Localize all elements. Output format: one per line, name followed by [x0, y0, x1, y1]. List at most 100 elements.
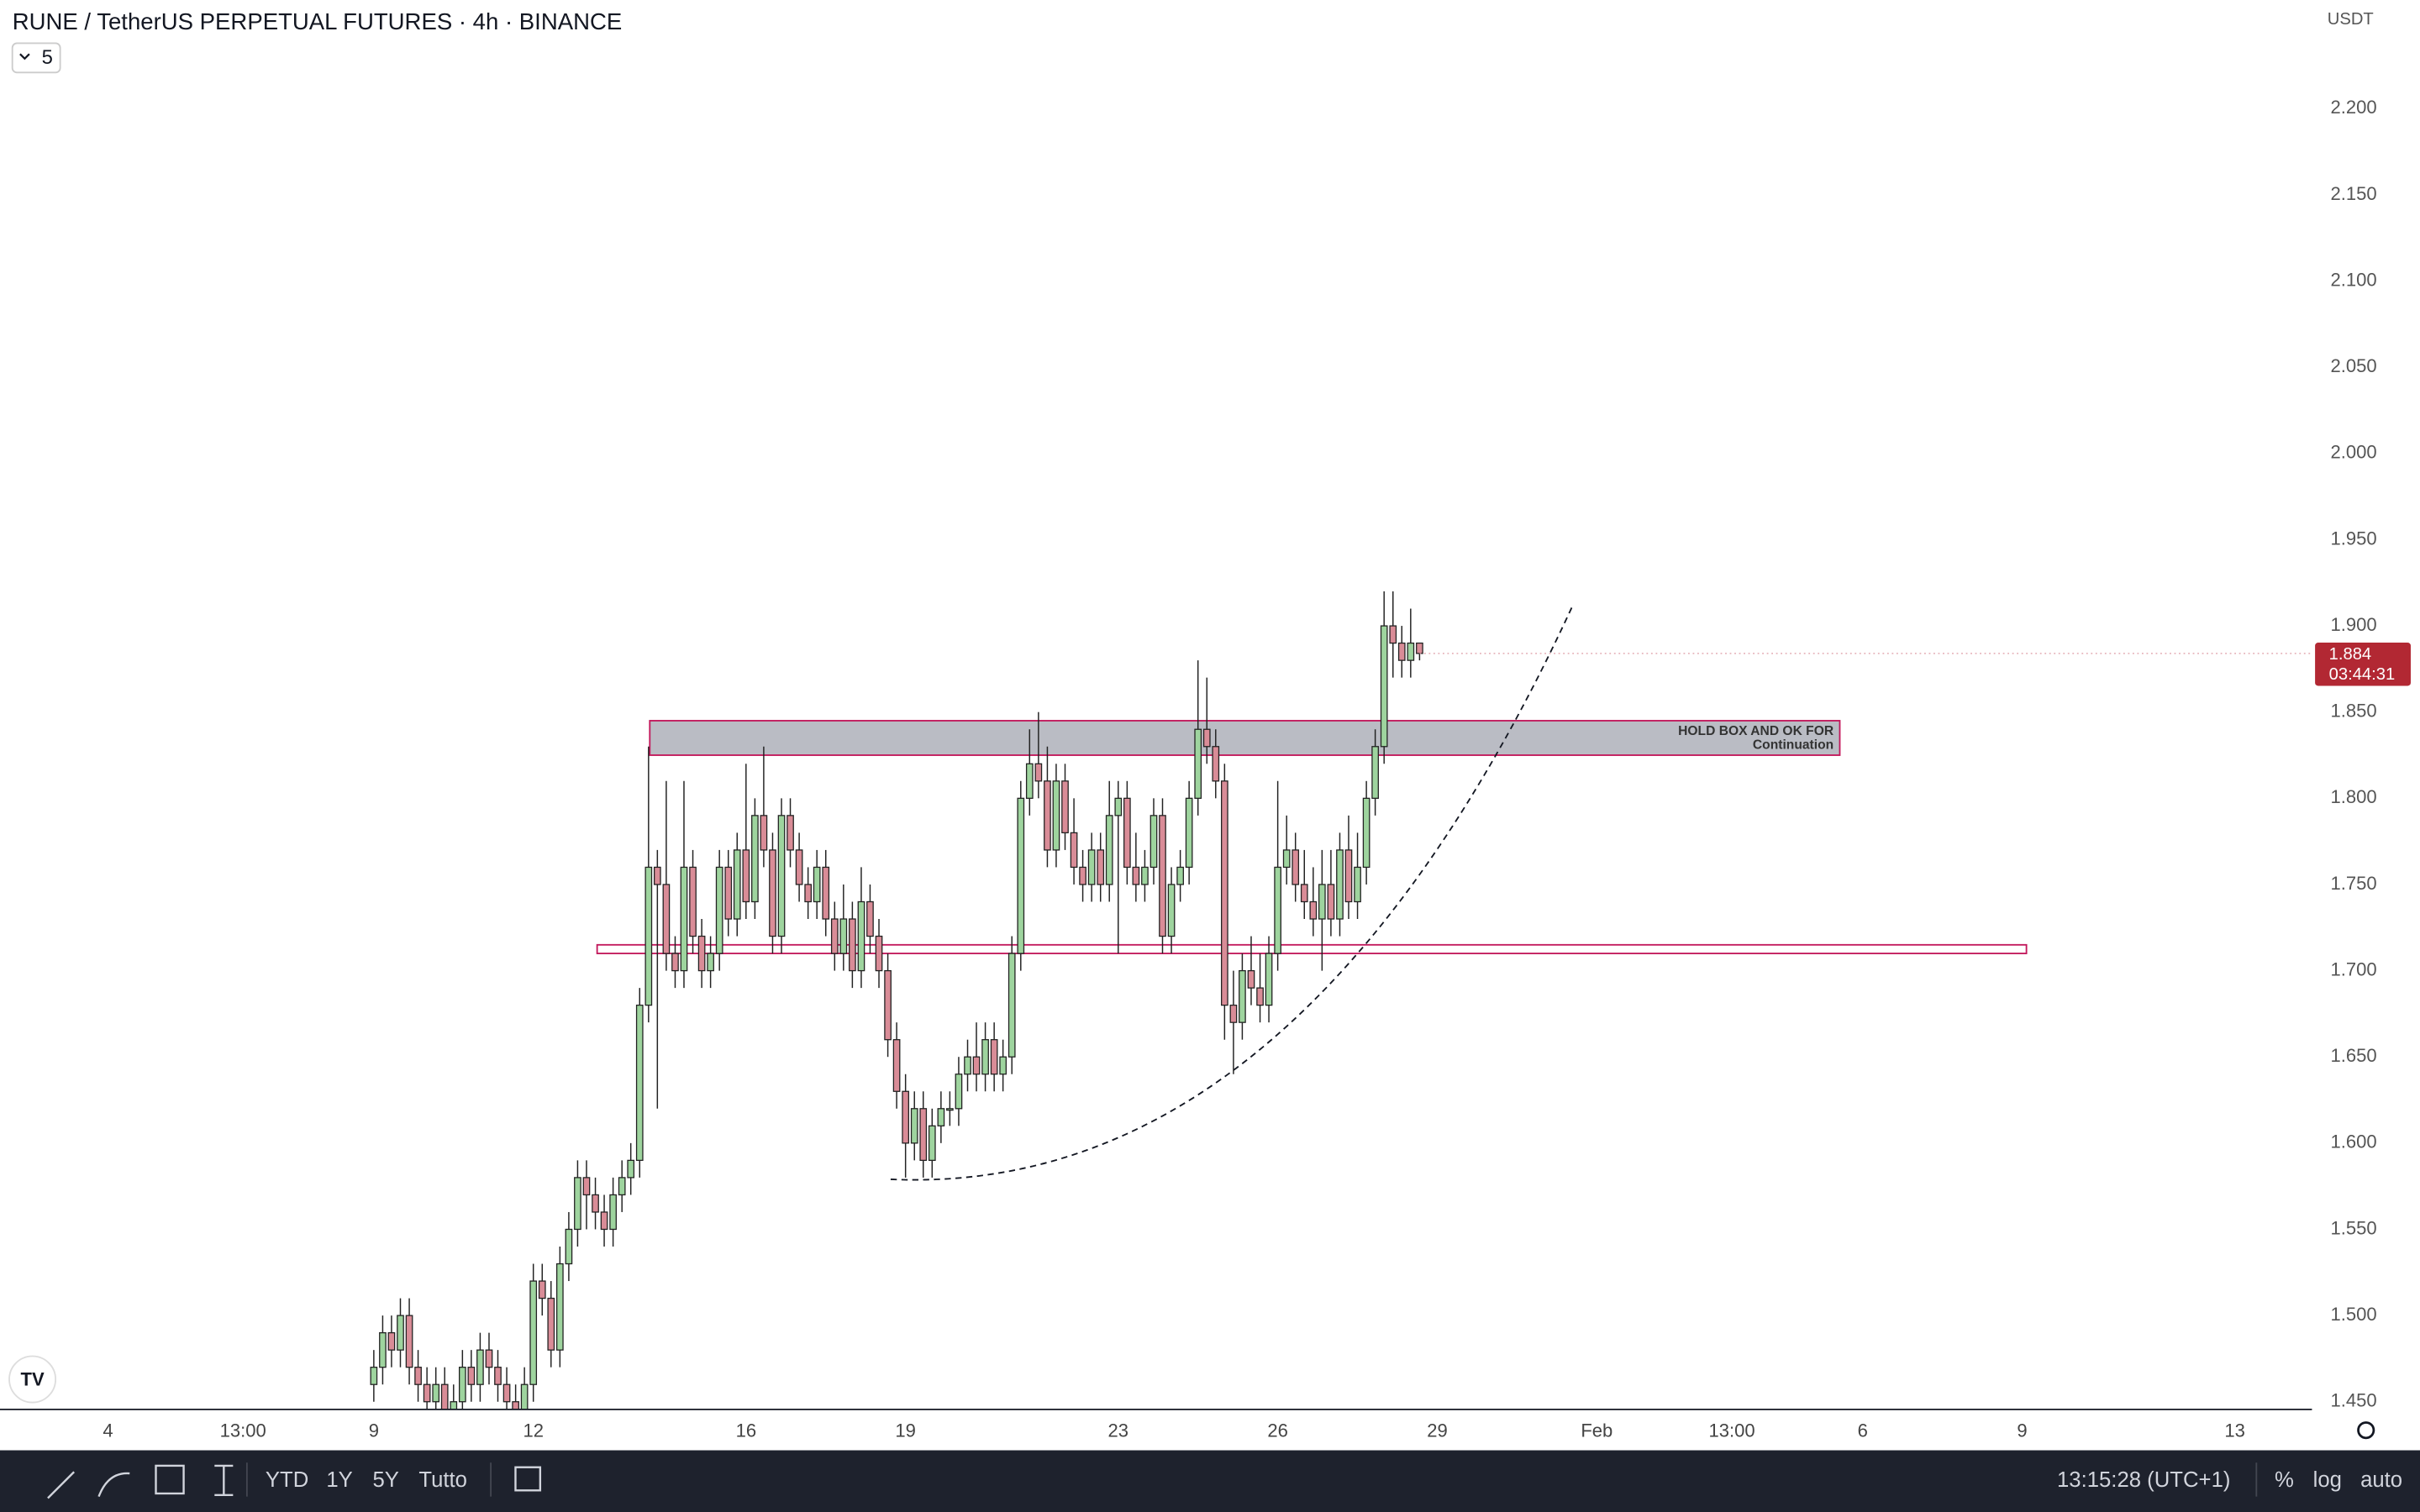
candle-body	[795, 849, 803, 885]
scale-option[interactable]: auto	[2360, 1468, 2402, 1492]
x-tick-label: 29	[1427, 1420, 1448, 1441]
logo[interactable]	[8, 1355, 57, 1404]
candle-body	[733, 849, 741, 920]
candle-body	[1274, 866, 1281, 954]
candle-body	[777, 815, 786, 937]
x-tick-label: 19	[895, 1420, 916, 1441]
candle-body	[689, 866, 697, 937]
candle-body	[450, 1401, 458, 1409]
x-tick-label: 13:00	[1708, 1420, 1754, 1441]
candle-body	[1123, 797, 1131, 869]
y-tick-label: 1.500	[2330, 1304, 2376, 1325]
x-tick-label: 13	[2224, 1420, 2245, 1441]
candle-body	[1239, 969, 1246, 1023]
x-tick-label: Feb	[1581, 1420, 1612, 1441]
settings-icon[interactable]	[2357, 1421, 2375, 1440]
candle-body	[1202, 728, 1211, 748]
candle-body	[397, 1315, 404, 1351]
range-button[interactable]: Tutto	[418, 1468, 467, 1492]
candle-body	[1380, 625, 1388, 748]
candle-body	[671, 953, 679, 972]
candle-body	[937, 1108, 945, 1126]
y-tick-label: 1.800	[2330, 786, 2376, 807]
candle-body	[467, 1367, 476, 1385]
candle-body	[849, 918, 856, 972]
logo-text: TV	[20, 1369, 44, 1390]
candle-body	[370, 1367, 378, 1385]
candle-body	[1362, 797, 1370, 869]
candle-body	[1221, 780, 1228, 1006]
candle-body	[972, 1056, 981, 1075]
candle-body	[1416, 642, 1423, 654]
candle-body	[1150, 815, 1158, 869]
candle-body	[892, 1039, 901, 1092]
y-tick-label: 1.900	[2330, 614, 2376, 635]
y-tick-label: 1.950	[2330, 528, 2376, 549]
x-tick-label: 6	[1858, 1420, 1868, 1441]
price-badge-value: 1.884	[2329, 645, 2372, 664]
candle-body	[1292, 849, 1300, 885]
y-tick-label: 2.000	[2330, 442, 2376, 463]
candle-body	[769, 849, 776, 937]
candle-body	[999, 1056, 1007, 1075]
x-tick-label: 9	[369, 1420, 379, 1441]
calendar-icon[interactable]	[514, 1466, 542, 1492]
rect-icon[interactable]	[155, 1464, 185, 1495]
toolbar	[0, 1450, 2420, 1512]
x-tick-label: 13:00	[220, 1420, 266, 1441]
candle-body	[813, 866, 821, 903]
candle-body	[440, 1383, 449, 1409]
chart-title: RUNE / TetherUS PERPETUAL FUTURES · 4h ·…	[13, 8, 623, 34]
candle-body	[697, 935, 706, 972]
candle-body	[804, 884, 813, 903]
candle-body	[715, 866, 723, 954]
interval-dropdown[interactable]	[11, 42, 61, 74]
candle-body	[1309, 900, 1318, 920]
x-tick-label: 4	[103, 1420, 113, 1441]
candle-body	[1265, 953, 1273, 1006]
brush-icon[interactable]	[97, 1472, 130, 1498]
candle-body	[1371, 746, 1379, 799]
candle-body	[751, 815, 759, 903]
candle-body	[1397, 642, 1406, 661]
candle-body	[662, 884, 671, 954]
range-button[interactable]: 1Y	[326, 1468, 352, 1492]
y-tick-label: 2.200	[2330, 97, 2376, 118]
x-tick-label: 23	[1108, 1420, 1129, 1441]
candle-body	[839, 918, 848, 954]
range-button[interactable]: YTD	[266, 1468, 308, 1492]
candle-body	[1114, 797, 1123, 816]
y-tick-label: 1.750	[2330, 873, 2376, 894]
candle-body	[1327, 884, 1335, 920]
candle-body	[1007, 953, 1016, 1058]
candle-body	[635, 1004, 644, 1162]
candle-body	[538, 1280, 546, 1299]
candle-body	[1105, 815, 1113, 885]
toolbar-icons	[47, 1464, 542, 1499]
candle-body	[1344, 849, 1353, 903]
scale-option[interactable]: %	[2275, 1468, 2294, 1492]
trendline-icon[interactable]	[47, 1471, 76, 1499]
candle-body	[582, 1177, 591, 1196]
y-tick-label: 1.450	[2330, 1390, 2376, 1411]
candle-body	[502, 1383, 511, 1403]
candle-body	[494, 1367, 502, 1385]
candle-body	[928, 1125, 936, 1162]
currency[interactable]: USDT	[2328, 10, 2374, 29]
candle-body	[600, 1211, 608, 1231]
candle-body	[653, 866, 661, 885]
scale-option[interactable]: log	[2313, 1468, 2342, 1492]
y-tick-label: 1.850	[2330, 701, 2376, 722]
measure-icon[interactable]	[214, 1464, 234, 1496]
candle-body	[822, 866, 830, 920]
price-badge-countdown: 03:44:31	[2329, 665, 2396, 684]
candle-body	[476, 1349, 484, 1385]
candle-body	[902, 1090, 910, 1144]
candle-body	[1354, 866, 1361, 903]
clock[interactable]: 13:15:28 (UTC+1)	[2057, 1468, 2230, 1492]
candle-body	[760, 815, 768, 851]
range-button[interactable]: 5Y	[372, 1468, 398, 1492]
candle-body	[1070, 832, 1078, 869]
